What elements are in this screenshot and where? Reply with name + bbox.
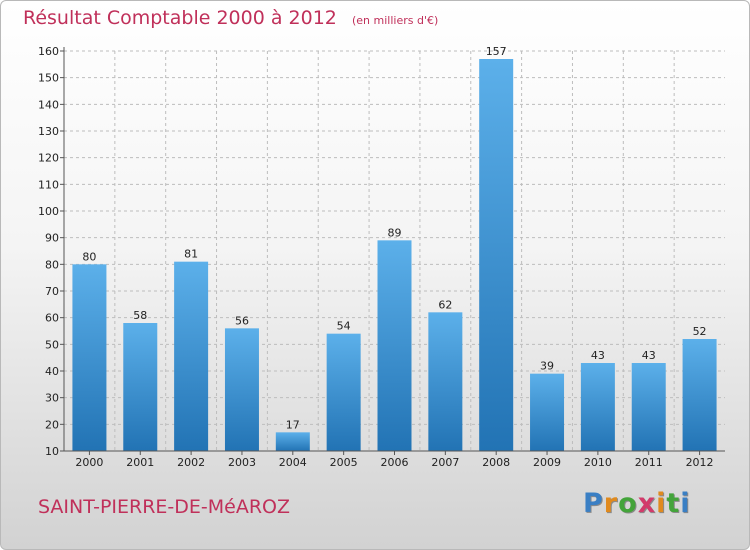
x-tick-label: 2002 <box>177 456 205 469</box>
bar-2001 <box>123 323 158 451</box>
bar-2007 <box>428 312 463 451</box>
commune-name: SAINT-PIERRE-DE-MéAROZ <box>38 496 291 518</box>
bar-2005 <box>326 333 361 451</box>
chart-title-main: Résultat Comptable 2000 à 2012 <box>23 7 337 29</box>
logo-letter: r <box>603 488 619 519</box>
data-label-2009: 39 <box>540 360 554 373</box>
y-tick-label: 60 <box>45 312 59 325</box>
bar-2008 <box>479 59 514 451</box>
y-tick-label: 120 <box>38 152 59 165</box>
y-tick-label: 100 <box>38 205 59 218</box>
chart-title: Résultat Comptable 2000 à 2012 (en milli… <box>23 7 438 29</box>
data-label-2002: 81 <box>184 248 198 261</box>
y-tick-label: 140 <box>38 98 59 111</box>
data-label-2003: 56 <box>235 314 249 327</box>
data-label-2008: 157 <box>486 45 507 58</box>
x-tick-label: 2011 <box>635 456 663 469</box>
data-label-2000: 80 <box>82 250 96 263</box>
x-tick-label: 2005 <box>330 456 358 469</box>
y-tick-label: 30 <box>45 392 59 405</box>
data-label-2001: 58 <box>133 309 147 322</box>
bar-2006 <box>377 240 412 451</box>
bar-2000 <box>72 264 107 451</box>
y-tick-label: 130 <box>38 125 59 138</box>
bars <box>72 59 717 451</box>
y-tick-label: 150 <box>38 72 59 85</box>
logo-letter: t <box>666 488 681 519</box>
x-tick-label: 2000 <box>75 456 103 469</box>
y-tick-label: 40 <box>45 365 59 378</box>
proxiti-logo[interactable]: Proxiti <box>583 488 691 519</box>
x-tick-label: 2009 <box>533 456 561 469</box>
x-tick-label: 2001 <box>126 456 154 469</box>
data-labels: 80 58 81 56 17 54 89 62 157 39 43 43 52 <box>82 45 706 431</box>
x-tick-label: 2010 <box>584 456 612 469</box>
bar-2003 <box>224 328 259 451</box>
y-tick-label: 10 <box>45 445 59 458</box>
data-label-2010: 43 <box>591 349 605 362</box>
axes: 10 20 30 40 50 60 70 80 90 100 110 120 130 140 150 160 2… <box>38 45 725 469</box>
bar-2009 <box>530 373 565 451</box>
bar-2011 <box>631 363 666 451</box>
x-tick-label: 2003 <box>228 456 256 469</box>
y-tick-label: 50 <box>45 338 59 351</box>
x-tick-label: 2008 <box>482 456 510 469</box>
x-tick-label: 2006 <box>381 456 409 469</box>
x-tick-label: 2007 <box>431 456 459 469</box>
y-tick-label: 70 <box>45 285 59 298</box>
bar-2002 <box>174 261 209 451</box>
logo-letter: i <box>656 488 667 519</box>
logo-letter: x <box>637 488 657 519</box>
data-label-2006: 89 <box>388 226 402 239</box>
data-label-2012: 52 <box>693 325 707 338</box>
y-tick-label: 160 <box>38 45 59 58</box>
x-tick-label: 2004 <box>279 456 307 469</box>
y-tick-label: 110 <box>38 178 59 191</box>
logo-letter: P <box>583 488 604 519</box>
logo-letter: i <box>680 488 691 519</box>
data-label-2007: 62 <box>438 298 452 311</box>
bar-2004 <box>275 432 310 451</box>
x-tick-label: 2012 <box>686 456 714 469</box>
bar-2010 <box>580 363 615 451</box>
logo-letter: o <box>618 488 638 519</box>
bar-2012 <box>682 339 717 451</box>
data-label-2011: 43 <box>642 349 656 362</box>
y-tick-label: 90 <box>45 232 59 245</box>
data-label-2004: 17 <box>286 418 300 431</box>
y-tick-label: 20 <box>45 418 59 431</box>
y-tick-label: 80 <box>45 258 59 271</box>
chart-title-unit: (en milliers d'€) <box>351 14 439 27</box>
data-label-2005: 54 <box>337 320 351 333</box>
